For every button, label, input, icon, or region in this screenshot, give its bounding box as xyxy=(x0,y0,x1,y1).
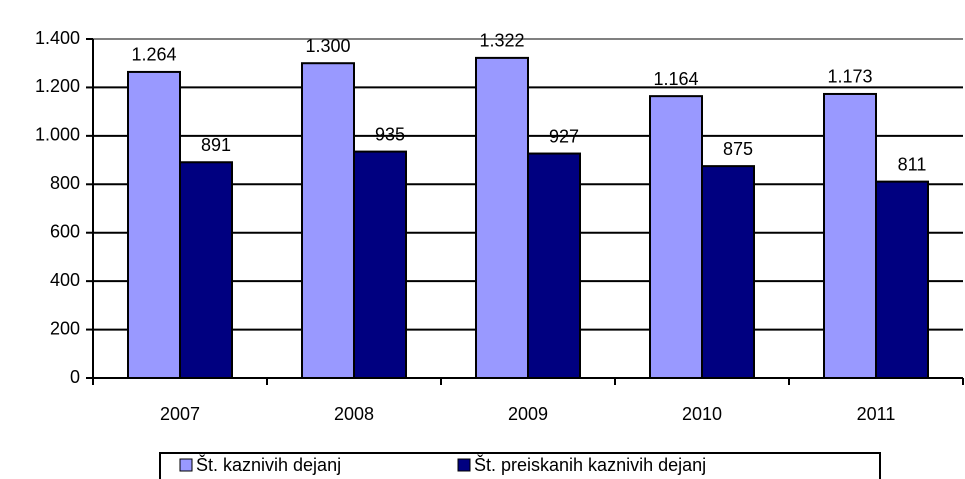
x-tick-label: 2010 xyxy=(682,404,722,424)
data-label: 1.173 xyxy=(827,67,872,87)
y-tick-label: 0 xyxy=(70,367,80,387)
y-tick-label: 400 xyxy=(50,270,80,290)
legend-swatch xyxy=(179,458,193,472)
bar xyxy=(527,152,581,379)
y-tick-label: 200 xyxy=(50,318,80,338)
bar xyxy=(127,70,181,379)
bar xyxy=(649,95,703,379)
data-label: 811 xyxy=(898,154,927,174)
y-tick-label: 1.000 xyxy=(35,125,80,145)
y-tick-label: 800 xyxy=(50,173,80,193)
legend-box xyxy=(159,452,881,479)
data-label: 1.264 xyxy=(131,45,176,65)
data-label: 1.164 xyxy=(653,69,698,89)
x-tick-label: 2009 xyxy=(508,404,548,424)
data-label: 875 xyxy=(723,139,753,159)
x-tick-label: 2011 xyxy=(857,404,896,424)
bar xyxy=(823,92,877,379)
data-label: 1.300 xyxy=(305,36,350,56)
data-label: 935 xyxy=(375,124,405,144)
legend-label: Št. kaznivih dejanj xyxy=(196,454,341,475)
bar xyxy=(475,56,529,379)
bar xyxy=(875,180,929,379)
y-tick-label: 600 xyxy=(50,221,80,241)
x-tick-label: 2008 xyxy=(334,404,374,424)
legend-label: Št. preiskanih kaznivih dejanj xyxy=(474,454,706,475)
bar xyxy=(353,150,407,379)
bar xyxy=(301,62,355,379)
bar xyxy=(179,161,233,379)
x-tick-label: 2007 xyxy=(160,404,200,424)
data-label: 1.322 xyxy=(479,31,524,51)
data-label: 891 xyxy=(201,135,231,155)
legend-swatch xyxy=(457,458,471,472)
data-label: 927 xyxy=(549,126,579,146)
y-tick-label: 1.400 xyxy=(35,28,80,48)
bar xyxy=(701,165,755,379)
y-tick-label: 1.200 xyxy=(35,76,80,96)
